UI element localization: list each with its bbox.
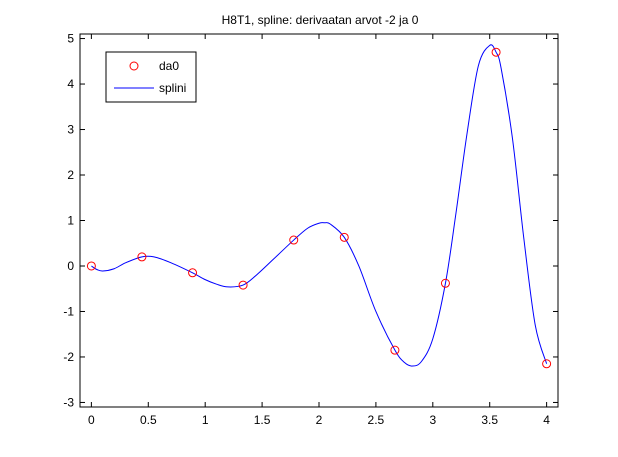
x-tick-label: 4 (543, 413, 550, 427)
x-tick-label: 1 (202, 413, 209, 427)
chart-title: H8T1, spline: derivaatan arvot -2 ja 0 (222, 13, 419, 27)
x-tick-label: 0 (88, 413, 95, 427)
y-tick-label: 5 (67, 32, 74, 46)
legend-label-da0: da0 (159, 59, 179, 73)
data-point-marker (86, 261, 96, 271)
x-tick-label: 2.5 (368, 413, 385, 427)
spline-curve (91, 44, 548, 367)
data-point-marker (188, 268, 198, 278)
y-tick-label: -3 (63, 395, 74, 409)
y-tick-label: 4 (67, 77, 74, 91)
y-tick-label: -2 (63, 350, 74, 364)
data-point-marker (339, 232, 349, 242)
data-point-marker (390, 345, 400, 355)
data-point-marker (289, 235, 299, 245)
data-point-marker (137, 252, 147, 262)
data-point-marker (238, 280, 248, 290)
y-tick-label: 2 (67, 168, 74, 182)
legend: da0 splini (105, 51, 197, 103)
legend-marker-da0 (129, 61, 139, 71)
x-tick-label: 0.5 (140, 413, 157, 427)
data-point-marker (542, 359, 552, 369)
data-point-marker (440, 278, 450, 288)
legend-box (105, 51, 197, 103)
x-tick-label: 3 (429, 413, 436, 427)
y-tick-label: -1 (63, 304, 74, 318)
x-tick-label: 1.5 (254, 413, 271, 427)
legend-label-splini: splini (159, 81, 186, 95)
x-tick-label: 2 (316, 413, 323, 427)
y-tick-label: 1 (67, 214, 74, 228)
x-tick-label: 3.5 (481, 413, 498, 427)
y-tick-label: 0 (67, 259, 74, 273)
data-point-marker (491, 47, 501, 57)
y-tick-label: 3 (67, 123, 74, 137)
